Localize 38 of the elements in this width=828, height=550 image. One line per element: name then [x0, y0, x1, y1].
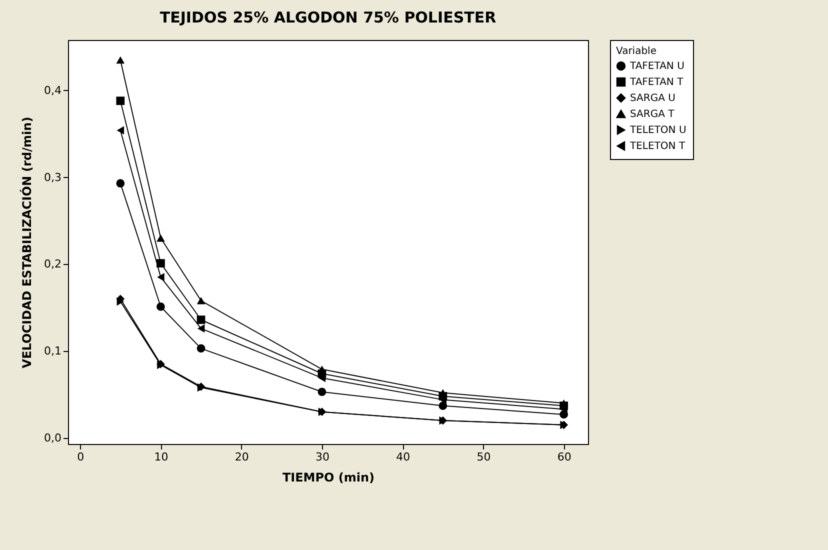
- x-tick-label: 20: [234, 450, 249, 464]
- y-tick-label: 0,2: [44, 258, 62, 271]
- y-tick-label: 0,0: [44, 431, 62, 444]
- point: [196, 316, 206, 324]
- legend-title: Variable: [616, 46, 656, 57]
- x-tick-label: 0: [77, 450, 84, 464]
- point: [197, 324, 205, 333]
- legend-label: TAFETAN T: [629, 77, 684, 88]
- point: [196, 297, 206, 304]
- x-tick-label: 40: [396, 450, 410, 464]
- point: [156, 234, 165, 242]
- x-tick-label: 10: [154, 450, 168, 464]
- x-axis-title: TIEMPO (min): [282, 470, 375, 484]
- point: [156, 259, 165, 268]
- legend-label: SARGA U: [630, 93, 676, 104]
- point: [156, 302, 165, 311]
- point: [196, 344, 206, 353]
- y-tick-label: 0,1: [44, 344, 62, 358]
- point: [438, 402, 448, 410]
- x-tick-label: 60: [557, 450, 572, 464]
- point: [157, 273, 164, 282]
- y-tick-label: 0,4: [44, 84, 62, 97]
- point: [116, 96, 125, 105]
- legend-label: SARGA T: [630, 109, 676, 120]
- point: [116, 56, 125, 64]
- legend-label: TELETON T: [629, 141, 686, 152]
- point: [116, 126, 124, 135]
- chart-title: TEJIDOS 25% ALGODON 75% POLIESTER: [160, 8, 497, 26]
- y-axis-title: VELOCIDAD ESTABILIZACIÓN (rd/min): [19, 116, 34, 368]
- point: [318, 366, 326, 373]
- point: [116, 297, 124, 306]
- y-tick-label: 0,3: [44, 170, 62, 184]
- legend-label: TELETON U: [629, 125, 686, 136]
- point: [116, 179, 125, 188]
- point: [318, 388, 326, 396]
- x-tick-label: 30: [315, 450, 330, 464]
- x-tick-label: 50: [476, 450, 491, 464]
- legend-label: TAFETAN U: [629, 61, 684, 72]
